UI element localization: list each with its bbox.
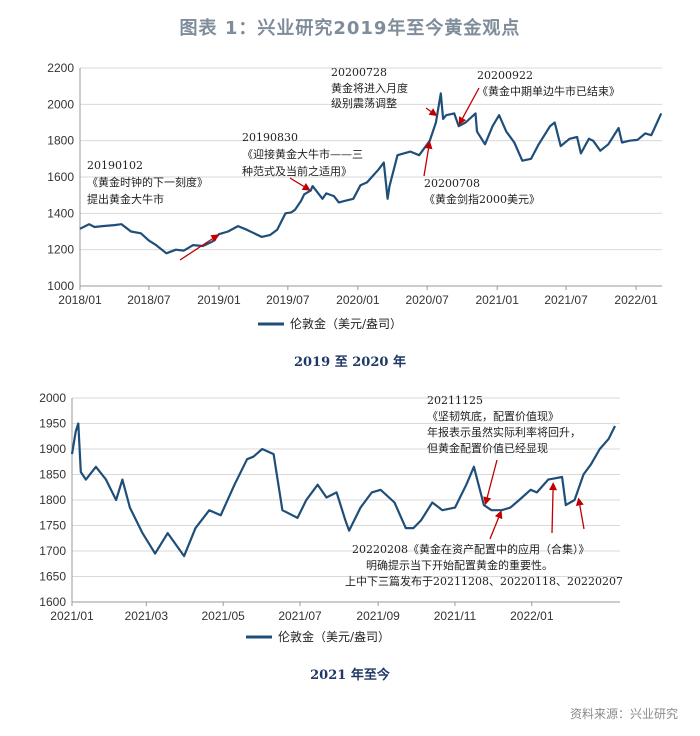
x-tick-label: 2020/07 <box>405 293 449 307</box>
y-axis-ticks: 1600 1650 1700 1750 1800 1850 1900 1950 2000 <box>39 391 66 609</box>
annotation-line: 种范式及当前之适用》 <box>242 164 352 178</box>
annotation-line: 黄金将进入月度 <box>331 81 408 95</box>
x-tick-label: 2020/01 <box>336 293 380 307</box>
annotation-20190102: 20190102 《黄金时钟的下一刻度》 提出黄金大牛市 <box>87 159 208 206</box>
x-tick-label: 2019/01 <box>197 293 241 307</box>
annotation-20200708: 20200708 《黄金剑指2000美元》 <box>424 177 540 206</box>
x-tick-label: 2022/01 <box>614 293 658 307</box>
y-tick-label: 1700 <box>39 544 66 558</box>
y-tick-label: 1600 <box>47 170 74 184</box>
annotation-arrowhead <box>458 116 467 126</box>
annotation-arrow <box>423 148 430 177</box>
x-tick-label: 2021/05 <box>201 609 245 623</box>
chart-subtitle: 2019 至 2020 年 <box>294 354 406 370</box>
annotation-arrow <box>425 107 432 113</box>
annotation-20220208: 20220208《黄金在资产配置中的应用（合集）》 明确提示当下开始配置黄金的重… <box>345 542 623 588</box>
annotation-line: 上中下三篇发布于20211208、20220118、20220207 <box>345 574 623 588</box>
y-tick-label: 2000 <box>39 391 66 405</box>
annotation-arrowhead <box>428 108 438 117</box>
annotation-line: 年报表示虽然实际利率将回升， <box>427 425 581 439</box>
annotation-arrowhead <box>301 183 311 191</box>
annotation-line: 提出黄金大牛市 <box>87 192 164 206</box>
legend: 伦敦金（美元/盎司） <box>258 316 402 331</box>
x-axis-ticks: 2021/01 2021/03 2021/05 2021/07 2021/09 2021/… <box>50 602 554 623</box>
y-tick-label: 1400 <box>47 206 74 220</box>
annotation-date: 20211125 <box>427 394 483 407</box>
x-tick-label: 2018/01 <box>58 293 102 307</box>
annotation-date: 20200922 <box>477 69 533 82</box>
annotation-line: 《迎接黄金大牛市——三 <box>242 147 363 161</box>
chart-subtitle: 2021 年至今 <box>310 667 391 683</box>
annotation-arrow <box>461 87 480 119</box>
y-tick-label: 1800 <box>39 493 66 507</box>
annotation-date: 20200728 <box>331 66 387 79</box>
annotation-arrow <box>486 459 498 498</box>
x-tick-label: 2021/01 <box>475 293 519 307</box>
annotation-arrowhead <box>210 234 220 242</box>
x-tick-label: 2021/03 <box>125 609 169 623</box>
annotation-date: 20200708 <box>424 177 480 190</box>
y-tick-label: 1900 <box>39 442 66 456</box>
y-tick-label: 1200 <box>47 243 74 257</box>
annotation-arrow <box>289 177 305 188</box>
annotation-arrows <box>483 459 585 540</box>
x-tick-label: 2021/11 <box>434 609 477 623</box>
y-tick-label: 1850 <box>39 468 66 482</box>
y-gridlines <box>72 397 620 577</box>
annotation-arrow <box>551 490 554 534</box>
annotation-arrowhead <box>549 482 558 491</box>
annotation-arrowhead <box>494 510 503 520</box>
legend-label: 伦敦金（美元/盎司） <box>278 629 390 644</box>
chart-2021-onwards: 1600 1650 1700 1750 1800 1850 1900 1950 2000 202… <box>39 391 623 683</box>
axes <box>79 68 662 287</box>
annotation-line: 但黄金配置价值已经显现 <box>427 441 548 455</box>
x-tick-label: 2021/07 <box>544 293 588 307</box>
annotation-line: 《黄金时钟的下一刻度》 <box>87 175 208 189</box>
annotation-arrow <box>489 517 500 540</box>
legend-label: 伦敦金（美元/盎司） <box>290 316 402 331</box>
y-tick-label: 2200 <box>47 61 74 75</box>
gold-price-line <box>79 92 663 255</box>
x-tick-label: 2021/01 <box>50 609 94 623</box>
annotation-date: 20190102 <box>87 159 143 172</box>
annotation-line: 《黄金剑指2000美元》 <box>424 192 540 206</box>
y-tick-label: 1650 <box>39 570 66 584</box>
annotation-line: 20220208《黄金在资产配置中的应用（合集）》 <box>352 542 590 556</box>
y-tick-label: 1800 <box>47 134 74 148</box>
annotation-20200728: 20200728 黄金将进入月度 级别震荡调整 <box>331 66 408 110</box>
annotation-20211125: 20211125 《坚韧筑底，配置价值现》 年报表示虽然实际利率将回升， 但黄金… <box>427 394 581 455</box>
y-tick-label: 2000 <box>47 97 74 111</box>
gold-price-line <box>70 422 616 558</box>
x-tick-label: 2021/07 <box>278 609 322 623</box>
annotation-arrow <box>579 505 585 530</box>
annotation-line: 级别震荡调整 <box>331 96 397 110</box>
annotation-arrow <box>179 238 213 261</box>
legend: 伦敦金（美元/盎司） <box>246 629 390 644</box>
y-tick-label: 1950 <box>39 417 66 431</box>
y-tick-label: 1750 <box>39 519 66 533</box>
annotation-20200922: 20200922 《黄金中期单边牛市已结束》 <box>477 69 620 98</box>
annotation-arrowhead <box>424 140 433 150</box>
x-tick-label: 2019/07 <box>266 293 310 307</box>
annotation-arrowhead <box>483 496 492 506</box>
y-axis-ticks: 1000 1200 1400 1600 1800 2000 2200 <box>47 61 74 293</box>
annotation-line: 《黄金中期单边牛市已结束》 <box>477 84 620 98</box>
x-tick-label: 2021/09 <box>356 609 400 623</box>
x-tick-label: 2018/07 <box>127 293 171 307</box>
annotation-line: 《坚韧筑底，配置价值现》 <box>427 409 559 423</box>
annotation-20190830: 20190830 《迎接黄金大牛市——三 种范式及当前之适用》 <box>242 131 363 178</box>
axes <box>71 398 620 603</box>
annotation-date: 20190830 <box>242 131 298 144</box>
annotation-arrows <box>179 87 480 261</box>
annotation-arrowhead <box>575 497 584 507</box>
annotation-line: 明确提示当下开始配置黄金的重要性。 <box>366 558 553 572</box>
y-tick-label: 1600 <box>39 595 66 609</box>
x-axis-ticks: 2018/01 2018/07 2019/01 2019/07 2020/01 2020/… <box>58 286 658 307</box>
y-tick-label: 1000 <box>47 279 74 293</box>
source-note: 资料来源：兴业研究 <box>569 707 678 721</box>
x-tick-label: 2022/01 <box>510 609 554 623</box>
page-title: 图表 1：兴业研究2019年至今黄金观点 <box>179 18 521 39</box>
